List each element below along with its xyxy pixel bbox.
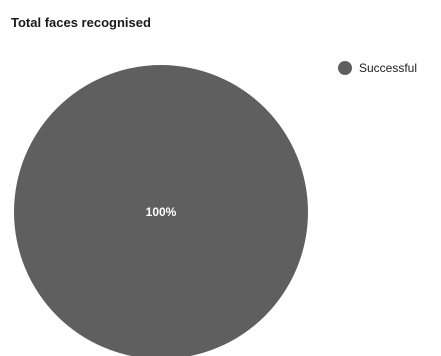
legend: Successful — [338, 61, 417, 75]
legend-swatch-successful — [338, 61, 352, 75]
slice-value-label: 100% — [146, 205, 177, 219]
chart-title: Total faces recognised — [11, 15, 151, 30]
pie-slices: 100% — [14, 65, 308, 356]
pie-slice-successful[interactable] — [14, 65, 308, 356]
legend-label-successful[interactable]: Successful — [359, 61, 417, 75]
